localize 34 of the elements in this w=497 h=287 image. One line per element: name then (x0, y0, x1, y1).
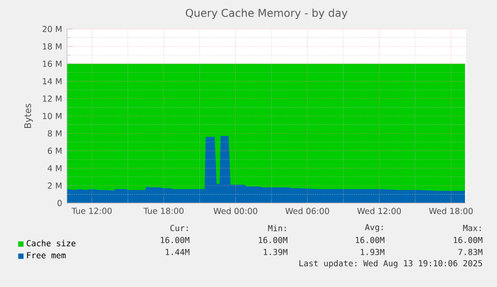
text: 1.44M (166, 248, 190, 256)
x-tick-label: Wed 18:00 (429, 208, 473, 214)
legend-label: Free mem (27, 252, 66, 258)
y-tick-label: 0 (58, 200, 62, 206)
text: Avg: (364, 224, 383, 232)
legend-label: Cache size (26, 240, 76, 246)
x-tick-label: Wed 06:00 (285, 208, 330, 214)
x-tick-label: Tue 18:00 (143, 208, 184, 214)
text: Cur: (170, 224, 188, 232)
y-tick-label: 2 M (48, 182, 62, 189)
text: 7.83M (458, 248, 482, 256)
y-tick-label: 16 M (42, 60, 62, 67)
y-tick-label: 10 M (42, 112, 62, 120)
text: 1.93M (360, 248, 384, 256)
y-tick-label: 14 M (42, 78, 62, 84)
y-tick-label: 12 M (42, 96, 62, 102)
text: Min: (268, 224, 286, 232)
chart-title: Query Cache Memory - by day (186, 8, 348, 19)
y-tick-label: 4 M (48, 165, 62, 172)
x-tick-label: Wed 12:00 (357, 208, 401, 214)
text: Last update: Wed Aug 13 19:10:06 2025 (299, 260, 482, 268)
text: 16.00M (160, 236, 190, 244)
y-tick-label: 20 M (42, 26, 62, 32)
y-tick-label: 18 M (42, 43, 62, 50)
text: 1.39M (264, 248, 288, 256)
text: 16.00M (454, 236, 482, 244)
y-tick-label: 6 M (48, 148, 62, 154)
y-axis-title: Bytes (24, 104, 33, 128)
x-tick-label: Tue 12:00 (72, 208, 112, 214)
text: Max: (463, 224, 481, 232)
x-tick-label: Wed 00:00 (214, 208, 258, 214)
y-tick-label: 8 M (48, 130, 62, 137)
text: 16.00M (356, 236, 384, 244)
text: 16.00M (258, 236, 288, 244)
